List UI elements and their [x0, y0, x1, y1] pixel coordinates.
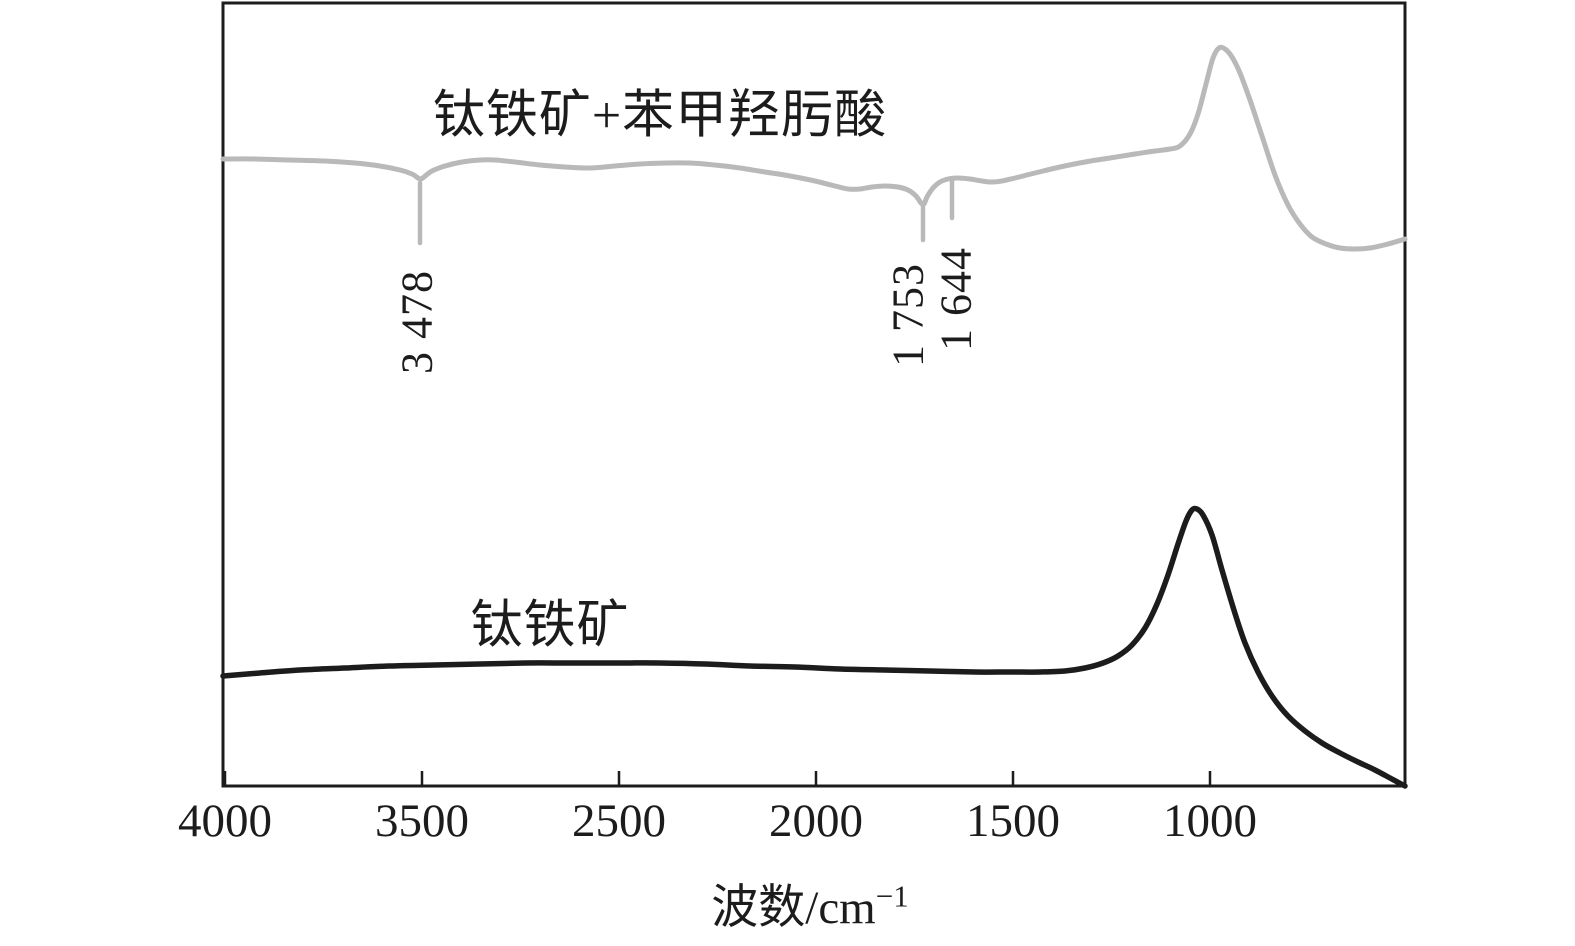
peak-annotation-1753: 1 753 [883, 263, 933, 367]
x-tick-label-1500: 1500 [966, 795, 1060, 847]
x-tick-label-3500: 3500 [375, 795, 469, 847]
x-tick-label-1000: 1000 [1163, 795, 1257, 847]
x-tick-label-2500: 2500 [572, 795, 666, 847]
x-tick-label-2000: 2000 [769, 795, 863, 847]
x-axis-title-main: 波数/cm [711, 882, 876, 934]
series-label-ilmenite: 钛铁矿 [470, 597, 630, 655]
x-axis-title-superscript: −1 [875, 878, 909, 914]
peak-annotation-3478: 3 478 [392, 270, 442, 374]
x-tick-label-4000: 4000 [178, 795, 272, 847]
series-curve-ilmenite [220, 505, 1408, 789]
peak-annotation-1644: 1 644 [931, 247, 981, 351]
series-curve-ilmenite-bha [220, 44, 1408, 252]
plot-border [221, 1, 1407, 788]
series-label-ilmenite-bha: 钛铁矿+苯甲羟肟酸 [432, 87, 888, 145]
x-axis-title: 波数/cm−1 [711, 868, 908, 937]
